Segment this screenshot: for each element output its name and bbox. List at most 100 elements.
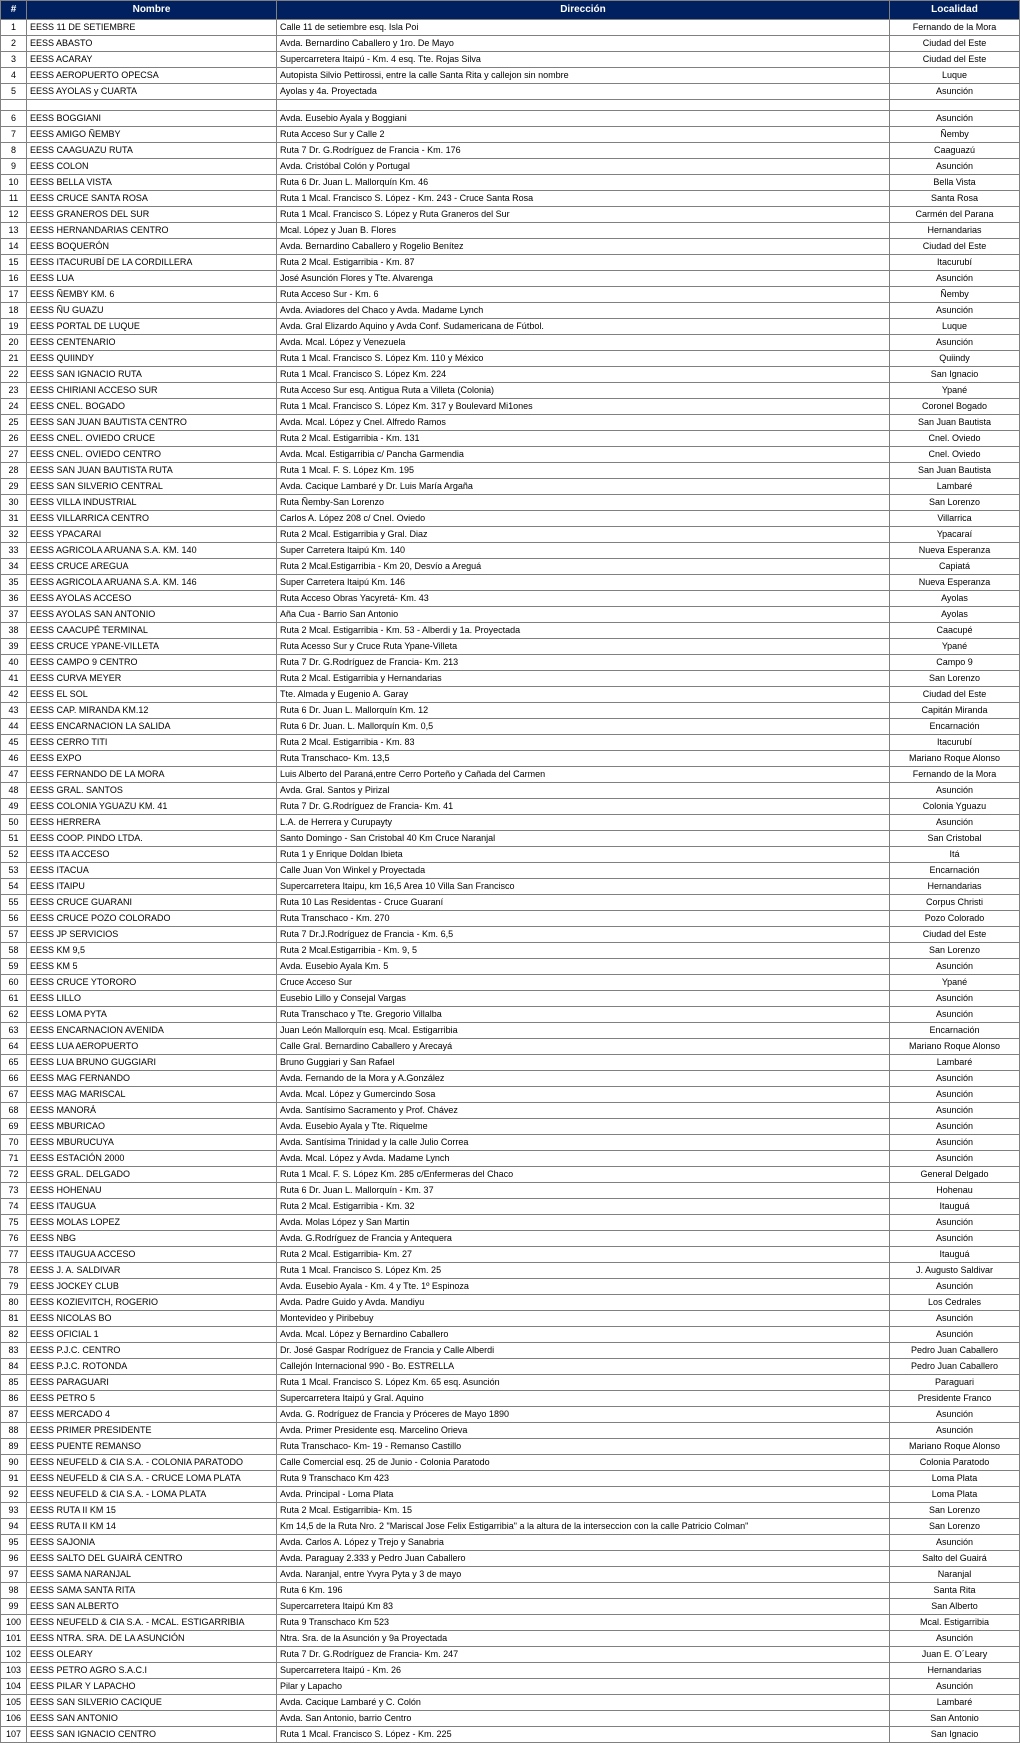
table-row: 58EESS KM 9,5Ruta 2 Mcal.Estigarribia - … (1, 943, 1020, 959)
cell-nombre: EESS CERRO TITI (27, 735, 277, 751)
cell-num: 89 (1, 1439, 27, 1455)
cell-nombre: EESS ACARAY (27, 52, 277, 68)
table-row: 1EESS 11 DE SETIEMBRECalle 11 de setiemb… (1, 20, 1020, 36)
table-row: 46EESS EXPORuta Transchaco- Km. 13,5Mari… (1, 751, 1020, 767)
cell-num: 32 (1, 527, 27, 543)
cell-direccion: Avda. G.Rodríguez de Francia y Antequera (277, 1231, 890, 1247)
cell-num: 52 (1, 847, 27, 863)
cell-direccion: Avda. Mcal. López y Cnel. Alfredo Ramos (277, 415, 890, 431)
table-row: 7EESS AMIGO ÑEMBYRuta Acceso Sur y Calle… (1, 127, 1020, 143)
cell-nombre: EESS CRUCE POZO COLORADO (27, 911, 277, 927)
cell-direccion: Ruta 1 Mcal. Francisco S. López - Km. 24… (277, 191, 890, 207)
cell-direccion: Aña Cua - Barrio San Antonio (277, 607, 890, 623)
cell-direccion: Ruta Transchaco- Km- 19 - Remanso Castil… (277, 1439, 890, 1455)
cell-nombre: EESS AGRICOLA ARUANA S.A. KM. 140 (27, 543, 277, 559)
table-row: 70EESS MBURUCUYAAvda. Santísima Trinidad… (1, 1135, 1020, 1151)
table-row: 18EESS ÑU GUAZUAvda. Aviadores del Chaco… (1, 303, 1020, 319)
cell-num: 33 (1, 543, 27, 559)
cell-direccion: Avda. Mcal. López y Gumercindo Sosa (277, 1087, 890, 1103)
cell-localidad: Asunción (890, 271, 1020, 287)
cell-nombre: EESS AMIGO ÑEMBY (27, 127, 277, 143)
table-row: 93EESS RUTA II KM 15Ruta 2 Mcal. Estigar… (1, 1503, 1020, 1519)
cell-nombre: EESS FERNANDO DE LA MORA (27, 767, 277, 783)
cell-localidad: Presidente Franco (890, 1391, 1020, 1407)
cell-direccion: Calle Juan Von Winkel y Proyectada (277, 863, 890, 879)
cell-num: 58 (1, 943, 27, 959)
table-row: 82EESS OFICIAL 1Avda. Mcal. López y Bern… (1, 1327, 1020, 1343)
cell-num: 47 (1, 767, 27, 783)
cell-localidad: San Lorenzo (890, 943, 1020, 959)
cell-num: 35 (1, 575, 27, 591)
table-row: 105EESS SAN SILVERIO CACIQUEAvda. Caciqu… (1, 1695, 1020, 1711)
table-row: 4EESS AEROPUERTO OPECSAAutopista Silvio … (1, 68, 1020, 84)
cell-nombre: EESS LILLO (27, 991, 277, 1007)
cell-localidad: Caacupé (890, 623, 1020, 639)
cell-num: 44 (1, 719, 27, 735)
cell-localidad: Ypané (890, 383, 1020, 399)
cell-direccion: Ruta Acesso Sur y Cruce Ruta Ypane-Ville… (277, 639, 890, 655)
cell-nombre: EESS PILAR Y LAPACHO (27, 1679, 277, 1695)
cell-direccion: Ruta 2 Mcal. Estigarribia y Hernandarias (277, 671, 890, 687)
table-row: 53EESS ITACUACalle Juan Von Winkel y Pro… (1, 863, 1020, 879)
cell-direccion: Avda. Principal - Loma Plata (277, 1487, 890, 1503)
cell-direccion: Ruta Transchaco - Km. 270 (277, 911, 890, 927)
table-row: 27EESS CNEL. OVIEDO CENTROAvda. Mcal. Es… (1, 447, 1020, 463)
cell-num: 100 (1, 1615, 27, 1631)
cell-direccion: Eusebio Lillo y Consejal Vargas (277, 991, 890, 1007)
cell-nombre: EESS MBURUCUYA (27, 1135, 277, 1151)
cell-localidad: Encarnación (890, 1023, 1020, 1039)
table-row: 13EESS HERNANDARIAS CENTROMcal. López y … (1, 223, 1020, 239)
table-row: 29EESS SAN SILVERIO CENTRALAvda. Cacique… (1, 479, 1020, 495)
cell-localidad: San Ignacio (890, 367, 1020, 383)
cell-nombre: EESS CNEL. OVIEDO CRUCE (27, 431, 277, 447)
table-row: 47EESS FERNANDO DE LA MORALuis Alberto d… (1, 767, 1020, 783)
cell-num: 51 (1, 831, 27, 847)
table-row: 97EESS SAMA NARANJALAvda. Naranjal, entr… (1, 1567, 1020, 1583)
cell-num: 62 (1, 1007, 27, 1023)
table-row: 50EESS HERRERAL.A. de Herrera y Curupayt… (1, 815, 1020, 831)
cell-direccion: José Asunción Flores y Tte. Alvarenga (277, 271, 890, 287)
cell-num: 86 (1, 1391, 27, 1407)
cell-num: 69 (1, 1119, 27, 1135)
header-num: # (1, 1, 27, 20)
cell-direccion: Ntra. Sra. de la Asunción y 9a Proyectad… (277, 1631, 890, 1647)
cell-direccion: Avda. Aviadores del Chaco y Avda. Madame… (277, 303, 890, 319)
cell-nombre: EESS NBG (27, 1231, 277, 1247)
cell-nombre: EESS PETRO 5 (27, 1391, 277, 1407)
table-row: 57EESS JP SERVICIOSRuta 7 Dr.J.Rodríguez… (1, 927, 1020, 943)
cell-num: 34 (1, 559, 27, 575)
cell-num: 11 (1, 191, 27, 207)
cell-direccion: Avda. Mcal. López y Avda. Madame Lynch (277, 1151, 890, 1167)
cell-direccion: Super Carretera Itaipú Km. 140 (277, 543, 890, 559)
cell-nombre: EESS ITA ACCESO (27, 847, 277, 863)
cell-num: 98 (1, 1583, 27, 1599)
cell-localidad: Colonia Paratodo (890, 1455, 1020, 1471)
cell-num: 65 (1, 1055, 27, 1071)
table-row: 25EESS SAN JUAN BAUTISTA CENTROAvda. Mca… (1, 415, 1020, 431)
header-direccion: Dirección (277, 1, 890, 20)
cell-localidad: General Delgado (890, 1167, 1020, 1183)
table-row: 90EESS NEUFELD & CIA S.A. - COLONIA PARA… (1, 1455, 1020, 1471)
cell-num: 24 (1, 399, 27, 415)
cell-nombre: EESS GRAL. SANTOS (27, 783, 277, 799)
cell-direccion: Ruta 2 Mcal. Estigarribia - Km. 32 (277, 1199, 890, 1215)
cell-nombre: EESS NEUFELD & CIA S.A. - CRUCE LOMA PLA… (27, 1471, 277, 1487)
cell-direccion: Supercarretera Itaipú y Gral. Aquino (277, 1391, 890, 1407)
table-row: 98EESS SAMA SANTA RITARuta 6 Km. 196Sant… (1, 1583, 1020, 1599)
cell-nombre: EESS LUA BRUNO GUGGIARI (27, 1055, 277, 1071)
cell-nombre: EESS PRIMER PRESIDENTE (27, 1423, 277, 1439)
cell-num: 6 (1, 111, 27, 127)
cell-direccion: Ruta 2 Mcal.Estigarribia - Km. 9, 5 (277, 943, 890, 959)
cell-localidad: Asunción (890, 783, 1020, 799)
cell-nombre: EESS NEUFELD & CIA S.A. - COLONIA PARATO… (27, 1455, 277, 1471)
cell-localidad: San Lorenzo (890, 1519, 1020, 1535)
table-row: 51EESS COOP. PINDO LTDA.Santo Domingo - … (1, 831, 1020, 847)
cell-nombre: EESS COLONIA YGUAZU KM. 41 (27, 799, 277, 815)
cell-localidad: Paraguari (890, 1375, 1020, 1391)
cell-num: 49 (1, 799, 27, 815)
cell-direccion: Ruta 7 Dr. G.Rodríguez de Francia- Km. 2… (277, 1647, 890, 1663)
table-row: 33EESS AGRICOLA ARUANA S.A. KM. 140Super… (1, 543, 1020, 559)
cell-direccion: Avda. Cacique Lambaré y Dr. Luis María A… (277, 479, 890, 495)
cell-direccion: Avda. Paraguay 2.333 y Pedro Juan Caball… (277, 1551, 890, 1567)
cell-localidad: Ciudad del Este (890, 927, 1020, 943)
